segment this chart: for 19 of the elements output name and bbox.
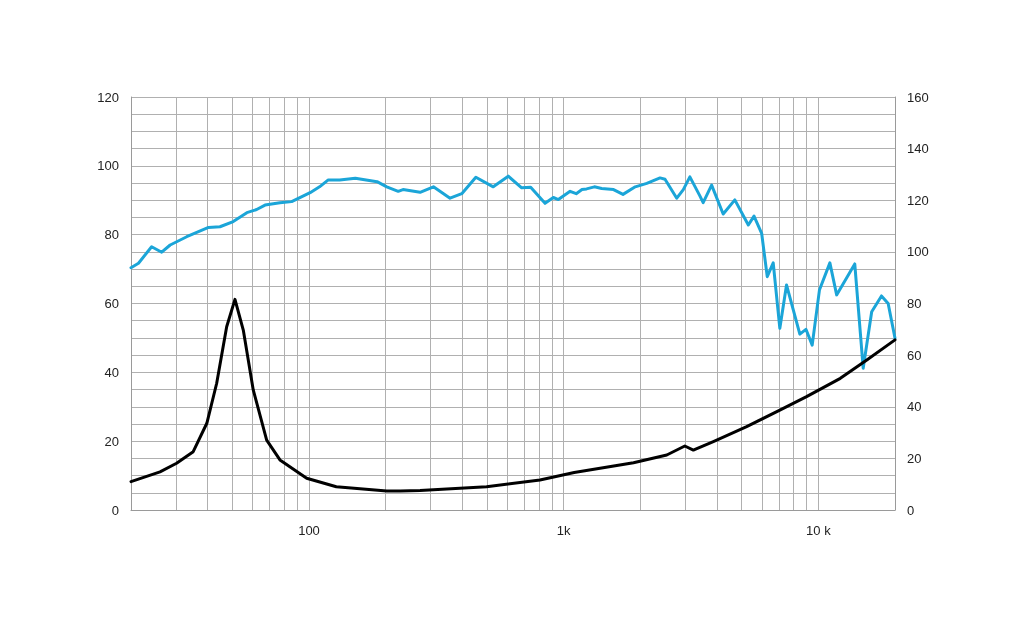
- y-tick-label: 120: [97, 89, 119, 105]
- y2-tick-label: 0: [907, 502, 915, 518]
- y-tick-label: 40: [104, 364, 119, 380]
- y2-tick-label: 40: [907, 399, 922, 415]
- y2-tick-label: 60: [907, 347, 922, 363]
- y-tick-label: 100: [97, 158, 119, 174]
- y-tick-label: 20: [104, 433, 119, 449]
- y2-tick-label: 140: [907, 141, 929, 157]
- y-tick-label: 0: [111, 502, 119, 518]
- y2-tick-label: 120: [907, 192, 929, 208]
- y-tick-label: 80: [104, 227, 119, 243]
- y2-tick-label: 100: [907, 244, 929, 260]
- x-tick-label: 10 k: [806, 523, 832, 538]
- y2-tick-label: 80: [907, 296, 922, 311]
- x-tick-label: 1k: [556, 523, 572, 538]
- y-tick-label: 60: [104, 296, 119, 311]
- y2-tick-label: 20: [907, 450, 922, 466]
- y2-tick-label: 160: [907, 89, 929, 105]
- x-tick-label: 100: [298, 523, 320, 538]
